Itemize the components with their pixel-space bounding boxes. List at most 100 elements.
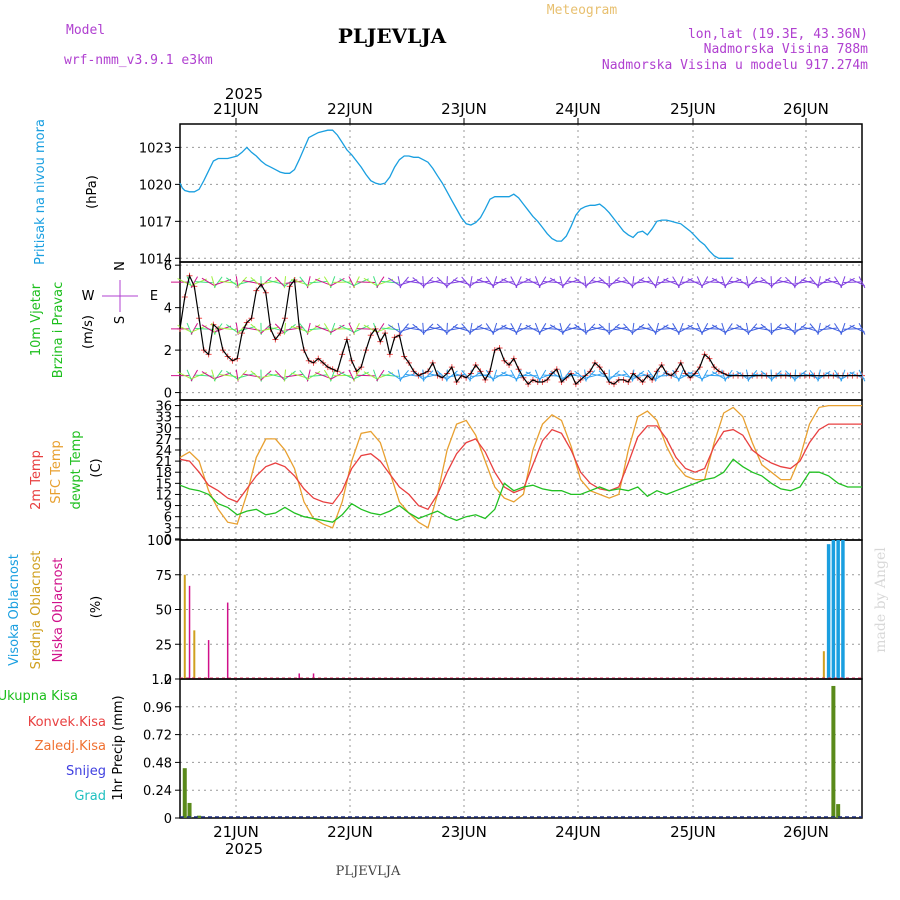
dewpt-label: dewpt Temp: [69, 430, 84, 509]
compass-east: E: [150, 289, 158, 304]
wind-unit-label: (m/s): [81, 315, 96, 349]
wind-direction-arrow: [399, 323, 409, 335]
wind-direction-arrow: [387, 324, 402, 334]
wind-direction-arrow: [274, 370, 286, 381]
wind-direction-arrow: [356, 281, 376, 283]
wind-direction-arrow: [353, 322, 360, 335]
top-date-label: 22JUN: [327, 100, 373, 118]
wind-direction-arrow: [177, 371, 193, 380]
wind-direction-arrow: [436, 276, 448, 288]
wind-direction-arrow: [793, 323, 807, 334]
wind-direction-arrow: [510, 322, 518, 335]
wind-direction-arrow: [559, 369, 564, 382]
mid-cloud-bar: [183, 574, 186, 679]
wind-direction-arrow: [795, 327, 814, 331]
wind-direction-arrow: [663, 325, 680, 333]
wind-direction-arrow: [843, 328, 862, 330]
wind-direction-arrow: [721, 322, 727, 335]
wind-direction-arrow: [501, 278, 517, 286]
wind-direction-arrow: [363, 277, 378, 287]
wind-direction-arrow: [461, 370, 472, 382]
wind-direction-arrow: [471, 327, 490, 331]
wind-direction-arrow: [261, 279, 280, 285]
wind-direction-arrow: [348, 276, 355, 289]
wind-direction-arrow: [672, 323, 680, 335]
wind-direction-arrow: [447, 326, 466, 331]
wind-direction-arrow: [376, 323, 385, 335]
watermark: made by Angel: [873, 547, 889, 653]
wind-direction-arrow: [261, 373, 280, 378]
wind-direction-arrow: [309, 327, 328, 331]
precip-legend-item: Snijeg: [66, 764, 106, 779]
wind-direction-arrow: [299, 323, 309, 335]
y-tick-label: 0.24: [143, 784, 172, 799]
wind-direction-arrow: [477, 372, 494, 379]
wind-direction-arrow: [309, 280, 328, 284]
wind-direction-arrow: [748, 279, 766, 285]
wind-direction-arrow: [538, 276, 547, 288]
precip-legend-item: Ukupna Kisa: [0, 689, 78, 704]
wind-direction-arrow: [485, 276, 495, 288]
wind-speed-line: [179, 273, 862, 386]
wind-direction-arrow: [687, 278, 703, 287]
wind-direction-arrow: [631, 277, 645, 288]
y-tick-label: 0: [164, 673, 172, 688]
wind-direction-arrow: [711, 371, 726, 380]
wind-direction-arrow: [214, 325, 232, 333]
temp2m-line: [179, 423, 862, 511]
wind-direction-arrow: [585, 276, 596, 288]
wind-panel: 6 4 2 0: [164, 259, 866, 402]
wind-direction-arrow: [323, 276, 332, 288]
wind-direction-arrow: [339, 278, 355, 287]
top-date-axis: 21JUN 22JUN 23JUN 24JUN 25JUN 26JUN: [213, 100, 829, 124]
model-altitude-label: Nadmorska Visina u modelu 917.274m: [602, 58, 868, 73]
wind-direction-arrow: [376, 276, 385, 288]
wind-direction-arrow: [445, 323, 458, 334]
wind-direction-arrow: [562, 279, 580, 286]
y-tick-label: 36: [155, 400, 172, 415]
precip-legend-item: Grad: [74, 789, 106, 804]
wind-direction-arrow: [485, 369, 495, 382]
wind-direction-arrow: [819, 327, 838, 331]
wind-direction-arrow: [201, 277, 216, 287]
wind-direction-arrow: [795, 280, 814, 285]
wind-direction-arrow: [647, 323, 657, 335]
wind-direction-arrow: [424, 373, 442, 379]
low-cloud-bar: [226, 602, 229, 679]
wind-direction-arrow: [748, 326, 766, 332]
wind-direction-arrow: [190, 369, 198, 382]
y-tick-label: 100: [147, 534, 172, 549]
wind-direction-arrow: [849, 325, 865, 333]
wind-direction-arrow: [399, 370, 409, 382]
wind-direction-arrow: [538, 323, 547, 335]
y-tick-label: 0.48: [143, 756, 172, 771]
wind-direction-arrow: [445, 370, 458, 381]
wind-direction-arrow: [534, 276, 541, 289]
wind-direction-arrow: [236, 276, 248, 288]
y-tick-label: 25: [155, 638, 172, 653]
wind-direction-arrow: [315, 278, 332, 286]
y-tick-label: 1023: [139, 141, 172, 156]
wind-direction-arrow: [525, 371, 541, 380]
wind-direction-arrow: [211, 322, 216, 335]
wind-direction-arrow: [598, 277, 611, 288]
bottom-date-label: 23JUN: [441, 823, 487, 841]
wind-direction-arrow: [586, 326, 604, 332]
wind-direction-arrow: [843, 281, 862, 283]
wind-direction-arrow: [561, 369, 571, 382]
wind-direction-arrow: [515, 322, 522, 335]
wind-direction-arrow: [623, 323, 634, 335]
wind-direction-arrow: [633, 280, 652, 284]
precip-unit-label: 1hr Precip (mm): [111, 695, 126, 800]
wind-direction-arrow: [339, 324, 355, 333]
wind-direction-arrow: [447, 280, 466, 285]
wind-direction-arrow: [226, 370, 239, 381]
y-tick-label: 4: [164, 302, 172, 317]
wind-direction-arrow: [510, 276, 518, 289]
wind-direction-arrow: [721, 369, 727, 382]
wind-direction-arrow: [736, 324, 750, 334]
wind-direction-arrow: [549, 277, 564, 287]
wind-direction-arrow: [238, 279, 256, 285]
model-name: wrf-nmm_v3.9.1 e3km: [64, 53, 213, 68]
wind-direction-arrow: [412, 277, 425, 288]
